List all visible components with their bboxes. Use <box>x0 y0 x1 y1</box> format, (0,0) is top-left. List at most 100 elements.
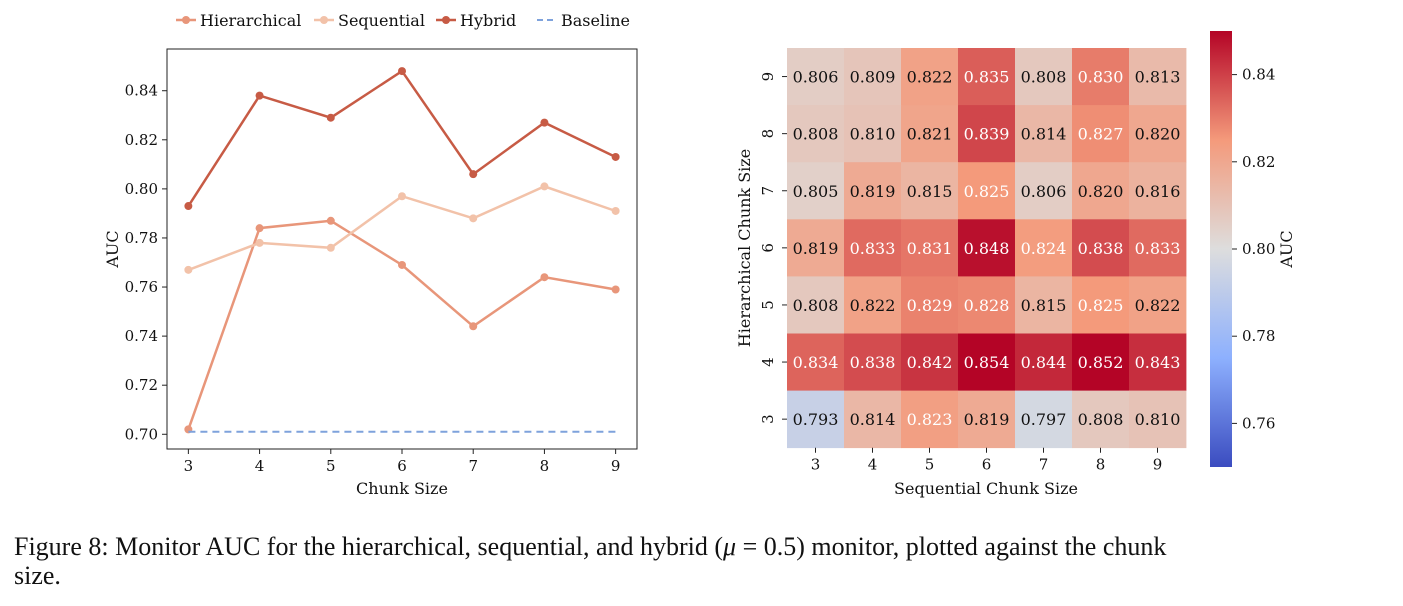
heatmap-cell <box>1129 390 1187 449</box>
heatmap-y-tick-label: 9 <box>759 72 777 82</box>
hierarchical-point <box>255 224 264 233</box>
heatmap-cell <box>958 105 1016 163</box>
colorbar-ticks: 0.76 0.78 0.80 0.82 0.84 <box>1232 66 1275 432</box>
heatmap-cell-label: 0.833 <box>850 239 896 258</box>
heatmap-cell-label: 0.806 <box>1021 182 1067 201</box>
heatmap-cell <box>958 219 1016 277</box>
heatmap-cell-label: 0.829 <box>907 296 953 315</box>
heatmap-y-tick-label: 8 <box>759 129 777 139</box>
colorbar-tick-label: 0.82 <box>1242 153 1275 171</box>
legend-baseline-label: Baseline <box>561 11 630 30</box>
heatmap-chart: 0.806 0.809 0.822 0.835 0.808 0.830 0.8130.808… <box>735 31 1296 498</box>
heatmap-x-tick-label: 9 <box>1153 456 1163 474</box>
colorbar-tick-label: 0.76 <box>1242 414 1275 432</box>
heatmap-cell-label: 0.814 <box>1021 125 1067 144</box>
heatmap-cells: 0.806 0.809 0.822 0.835 0.808 0.830 0.813 0.808… <box>787 48 1187 449</box>
sequential-point <box>611 206 620 215</box>
hybrid-point <box>255 91 264 100</box>
heatmap-cell <box>844 219 902 277</box>
heatmap-x-tick-label: 6 <box>982 456 992 474</box>
heatmap-x-tick-label: 3 <box>811 456 821 474</box>
x-tick-label: 6 <box>397 457 407 475</box>
x-tick-label: 7 <box>468 457 478 475</box>
heatmap-cell-label: 0.835 <box>964 68 1010 87</box>
figure-canvas: Hierarchical Sequential Hybrid Baseline 0.7… <box>103 11 1296 498</box>
heatmap-cell <box>1129 333 1187 391</box>
heatmap-cell <box>901 162 959 220</box>
colorbar-tick-label: 0.78 <box>1242 327 1275 345</box>
heatmap-cell <box>1072 390 1130 449</box>
heatmap-cell-label: 0.821 <box>907 125 953 144</box>
caption-middle: = 0.5) monitor, plotted against the chun… <box>736 532 1167 561</box>
heatmap-cell <box>787 48 845 106</box>
heatmap-cell-label: 0.848 <box>964 239 1010 258</box>
heatmap-cell-label: 0.815 <box>1021 296 1067 315</box>
legend-sequential-label: Sequential <box>338 11 425 30</box>
sequential-point <box>469 214 478 223</box>
heatmap-cell <box>1129 105 1187 163</box>
heatmap-x-axis-label: Sequential Chunk Size <box>894 479 1078 498</box>
heatmap-cell <box>958 48 1016 106</box>
heatmap-cell-label: 0.843 <box>1135 353 1181 372</box>
heatmap-cell <box>901 390 959 449</box>
heatmap-cell <box>958 162 1016 220</box>
legend-hybrid-label: Hybrid <box>460 11 516 30</box>
hybrid-line <box>187 69 617 207</box>
heatmap-cell-label: 0.825 <box>964 182 1010 201</box>
y-tick-label: 0.74 <box>125 327 158 345</box>
legend-hierarchical-label: Hierarchical <box>200 11 301 30</box>
heatmap-cell-label: 0.830 <box>1078 68 1124 87</box>
figure-caption: Figure 8: Monitor AUC for the hierarchic… <box>14 532 1389 590</box>
x-tick-label: 3 <box>184 457 194 475</box>
heatmap-cell <box>1129 219 1187 277</box>
heatmap-cell-label: 0.834 <box>793 353 839 372</box>
heatmap-cell <box>844 162 902 220</box>
heatmap-cell <box>1015 48 1073 106</box>
line-plot-area <box>166 48 638 450</box>
heatmap-cell-label: 0.809 <box>850 68 896 87</box>
heatmap-cell <box>787 390 845 449</box>
sequential-point <box>326 243 335 252</box>
sequential-point <box>255 238 264 247</box>
line-chart: Hierarchical Sequential Hybrid Baseline 0.7… <box>103 11 638 498</box>
hierarchical-point <box>611 285 620 294</box>
x-tick-label: 5 <box>326 457 336 475</box>
heatmap-cell-label: 0.844 <box>1021 353 1067 372</box>
heatmap-cell-label: 0.808 <box>793 296 839 315</box>
heatmap-cell <box>1015 333 1073 391</box>
heatmap-cell <box>787 162 845 220</box>
heatmap-cell-label: 0.808 <box>1021 68 1067 87</box>
legend-hierarchical-marker <box>182 16 190 24</box>
heatmap-cell-label: 0.808 <box>793 125 839 144</box>
hierarchical-point <box>398 260 406 269</box>
heatmap-cell-label: 0.806 <box>793 68 839 87</box>
heatmap-x-tick-label: 5 <box>925 456 935 474</box>
heatmap-cell <box>844 105 902 163</box>
heatmap-cell-label: 0.823 <box>907 410 953 429</box>
heatmap-cell-label: 0.820 <box>1078 182 1124 201</box>
y-tick-label: 0.80 <box>125 180 158 198</box>
x-tick-label: 4 <box>255 457 265 475</box>
y-tick-label: 0.84 <box>125 82 158 100</box>
x-tick-label: 8 <box>540 457 550 475</box>
heatmap-cell <box>901 105 959 163</box>
heatmap-cell-label: 0.819 <box>850 182 896 201</box>
heatmap-cell <box>787 219 845 277</box>
colorbar <box>1210 31 1232 467</box>
hybrid-point <box>469 170 478 179</box>
legend-hybrid-marker <box>442 16 450 24</box>
heatmap-cell-label: 0.822 <box>1135 296 1181 315</box>
heatmap-cell-label: 0.831 <box>907 239 953 258</box>
heatmap-cell <box>1015 105 1073 163</box>
y-tick-label: 0.76 <box>125 278 158 296</box>
heatmap-cell-label: 0.852 <box>1078 353 1124 372</box>
line-series-group <box>184 67 620 434</box>
heatmap-cell-label: 0.810 <box>1135 410 1181 429</box>
heatmap-cell <box>901 333 959 391</box>
heatmap-cell-label: 0.827 <box>1078 125 1124 144</box>
hierarchical-point <box>540 273 549 282</box>
heatmap-y-tick-label: 4 <box>759 357 777 367</box>
heatmap-cell <box>901 276 959 334</box>
heatmap-cell-label: 0.854 <box>964 353 1010 372</box>
hierarchical-point <box>326 216 335 225</box>
